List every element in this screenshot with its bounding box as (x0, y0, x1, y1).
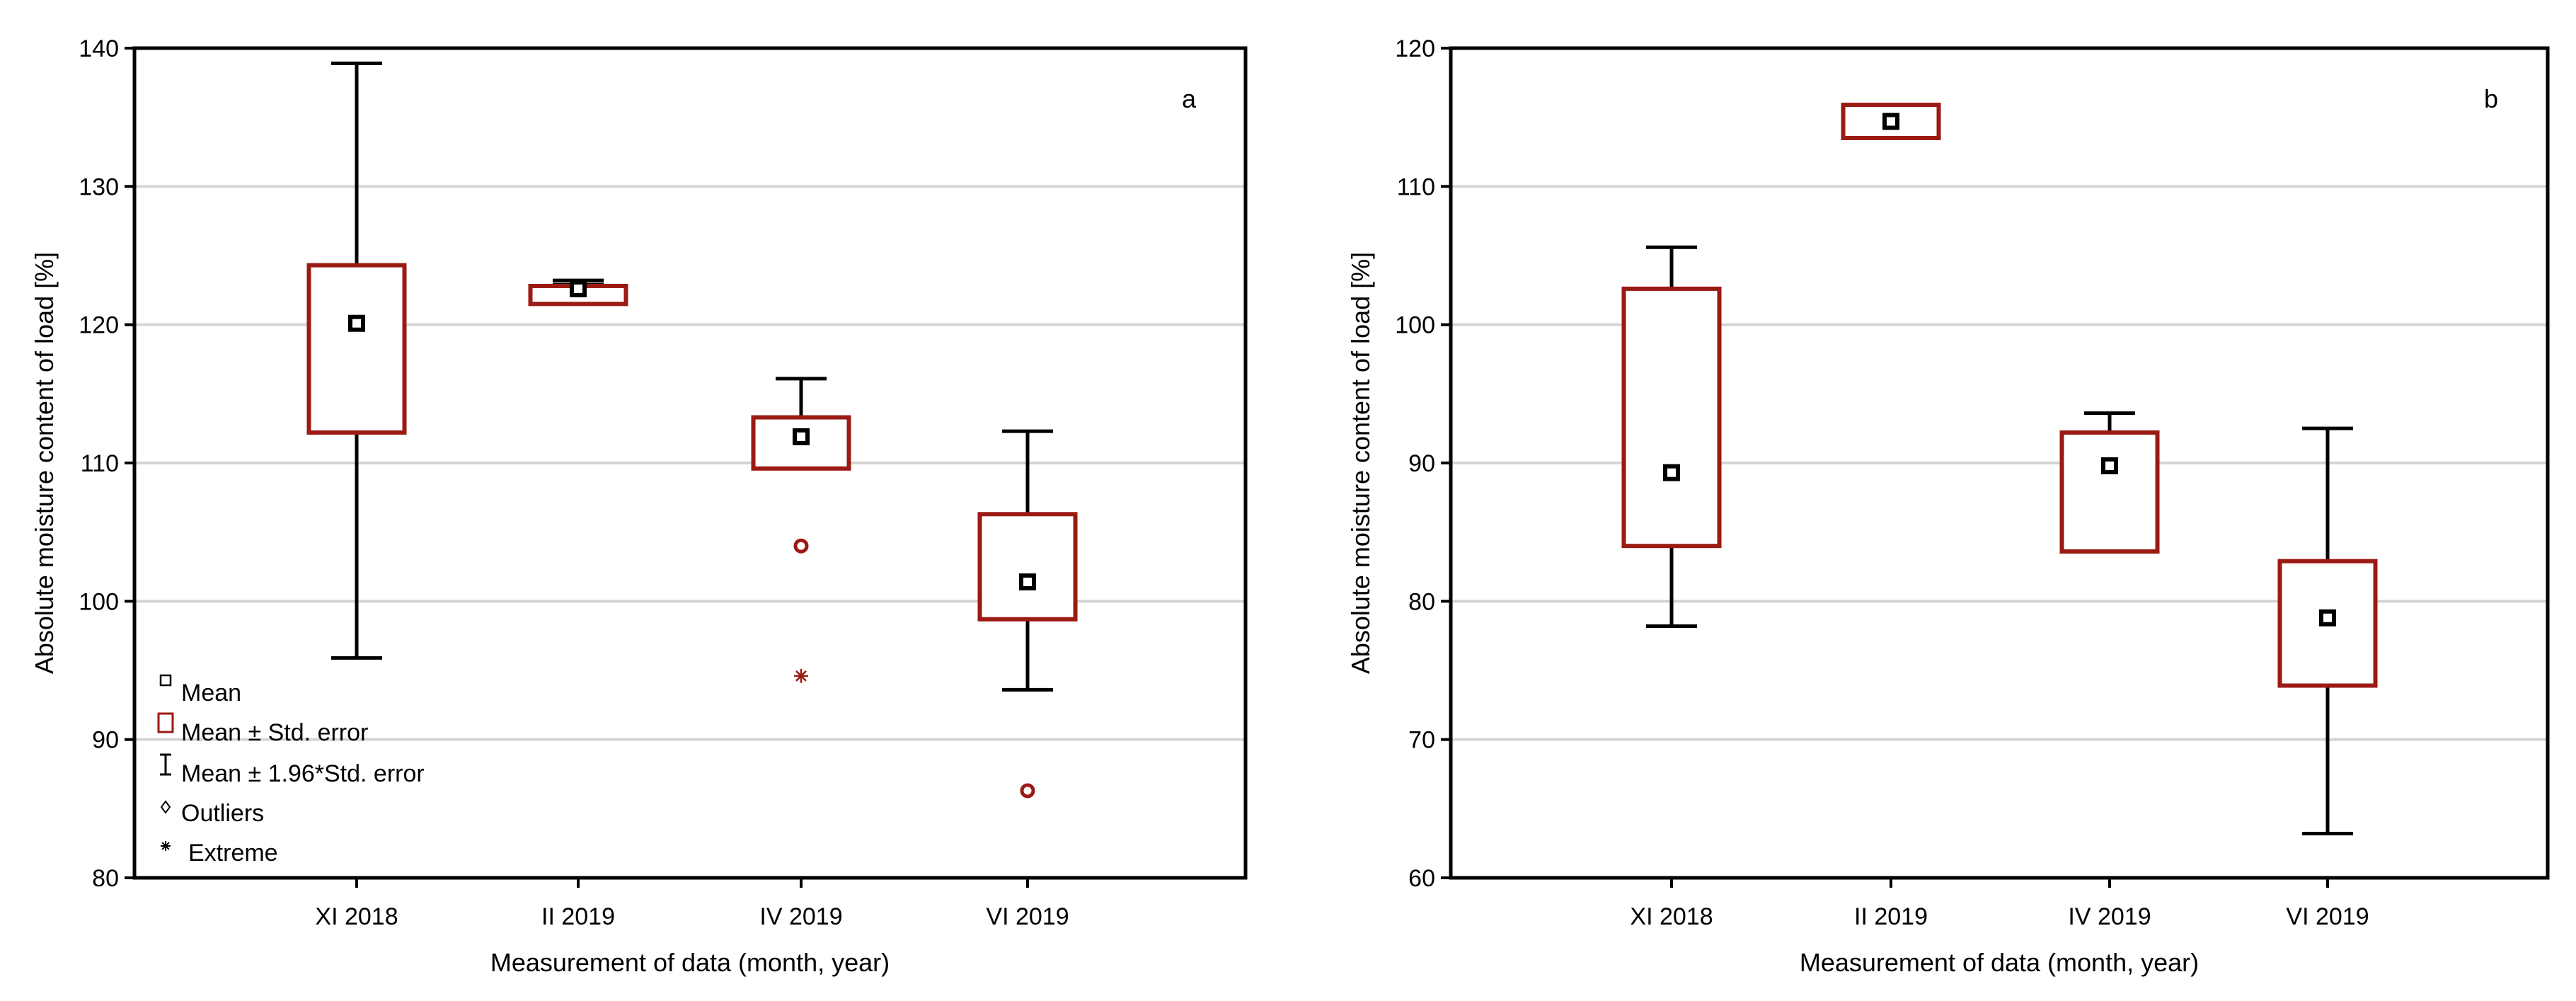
legend-se-label: Mean ± Std. error (181, 719, 368, 746)
legend-extreme-swatch (161, 842, 170, 850)
y-tick-label: 90 (1408, 450, 1435, 477)
x-tick-label: IV 2019 (759, 903, 842, 930)
chart-panel-a: 80 90 100 110 120 130 140 XI 2018 II 2019 IV 2019… (30, 35, 1248, 977)
mean-marker (570, 280, 587, 297)
se-box (306, 263, 407, 435)
legend-mean-label: Mean (181, 680, 241, 707)
y-tick-label: 120 (1395, 35, 1435, 62)
mean-marker (2101, 457, 2118, 474)
y-tick-label: 70 (1408, 727, 1435, 754)
chart-panel-b: 60 70 80 90 100 110 120 XI 2018 II 2019 IV 2019 VI… (1346, 35, 2550, 977)
y-tick-label: 60 (1408, 865, 1435, 892)
x-tick-label: XI 2018 (315, 903, 398, 930)
outlier-point (1020, 783, 1035, 799)
legend-outliers-label: Outliers (181, 800, 264, 827)
extreme-point (794, 668, 808, 683)
mean-marker (348, 314, 365, 332)
extreme-stroke (795, 670, 807, 682)
mean-marker (1882, 113, 1899, 130)
plot-frame (1449, 46, 2550, 880)
legend: Mean Mean ± Std. error Mean ± 1.96*Std. er… (157, 674, 425, 866)
y-axis-title: Absolute moisture content of load [%] (30, 252, 59, 674)
se-box (977, 512, 1078, 622)
y-tick-label: 80 (92, 865, 119, 892)
y-tick-label: 100 (1395, 312, 1435, 339)
y-tick-label: 80 (1408, 588, 1435, 615)
y-tick-label: 120 (79, 312, 119, 339)
x-tick-label: XI 2018 (1630, 903, 1713, 930)
y-tick-label: 100 (79, 588, 119, 615)
y-tick-label: 110 (81, 450, 119, 477)
x-axis-title: Measurement of data (month, year) (490, 948, 890, 977)
mean-marker (1663, 464, 1680, 481)
panel-label: b (2484, 84, 2498, 113)
legend-ci-label: Mean ± 1.96*Std. error (181, 760, 425, 787)
mean-marker (2319, 609, 2336, 627)
y-axis-title: Absolute moisture content of load [%] (1346, 252, 1375, 674)
plot-frame (132, 46, 1248, 880)
legend-extreme-label: Extreme (188, 840, 278, 866)
legend-se-swatch (157, 712, 174, 733)
se-box (1621, 286, 1722, 549)
x-tick-label: II 2019 (541, 903, 615, 930)
y-tick-label: 90 (92, 727, 119, 754)
x-tick-label: VI 2019 (986, 903, 1069, 930)
y-tick-label: 140 (79, 35, 119, 62)
legend-mean-swatch (159, 674, 172, 687)
panel-label: a (1182, 84, 1197, 113)
y-tick-label: 130 (79, 173, 119, 200)
x-tick-label: IV 2019 (2068, 903, 2151, 930)
mean-marker (1019, 573, 1036, 590)
mean-marker (793, 428, 810, 445)
legend-outlier-swatch (160, 800, 171, 814)
outlier-point (793, 538, 809, 554)
y-tick-label: 110 (1397, 173, 1435, 200)
x-tick-label: VI 2019 (2286, 903, 2369, 930)
x-tick-label: II 2019 (1854, 903, 1928, 930)
se-box (2059, 430, 2160, 554)
x-axis-title: Measurement of data (month, year) (1800, 948, 2199, 977)
